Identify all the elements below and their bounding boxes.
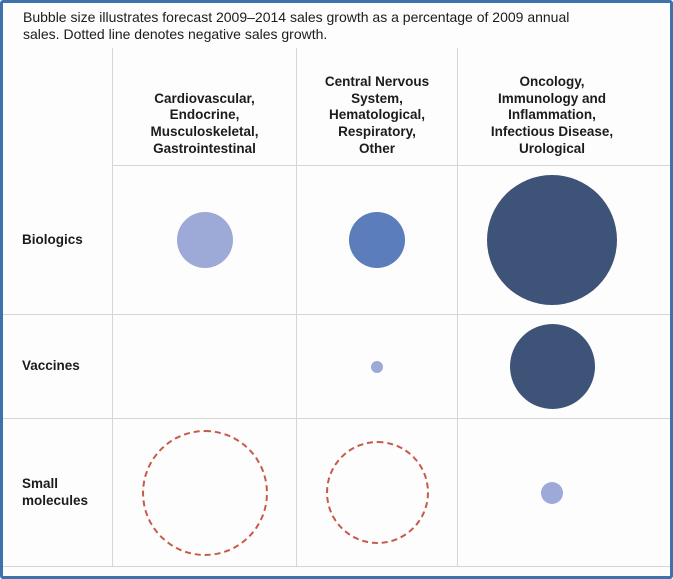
sales-growth-bubble: [349, 212, 405, 268]
column-header-oncology: Oncology, Immunology and Inflammation, I…: [457, 48, 670, 166]
row-label-biologics: Biologics: [3, 166, 112, 315]
column-header-cardiovascular: Cardiovascular, Endocrine, Musculoskelet…: [112, 48, 296, 166]
row-label-small-molecules: Small molecules: [3, 419, 112, 567]
sales-growth-bubble: [509, 324, 595, 409]
sales-growth-bubble: [487, 175, 617, 305]
cell-biologics-cardiovascular: [112, 166, 296, 315]
negative-growth-dotted-bubble: [141, 429, 268, 556]
bubble-matrix: Cardiovascular, Endocrine, Musculoskelet…: [3, 48, 670, 567]
cell-biologics-cns: [296, 166, 457, 315]
cell-vaccines-cardiovascular: [112, 315, 296, 419]
chart-caption: Bubble size illustrates forecast 2009–20…: [23, 9, 570, 43]
cell-vaccines-oncology: [457, 315, 670, 419]
sales-growth-bubble: [176, 212, 233, 268]
corner-cell: [3, 48, 112, 166]
sales-growth-bubble: [371, 360, 383, 373]
negative-growth-dotted-bubble: [325, 441, 429, 544]
cell-small-molecules-cns: [296, 419, 457, 567]
cell-biologics-oncology: [457, 166, 670, 315]
column-header-cns: Central Nervous System, Hematological, R…: [296, 48, 457, 166]
sales-growth-bubble: [541, 481, 563, 504]
cell-small-molecules-oncology: [457, 419, 670, 567]
cell-small-molecules-cardiovascular: [112, 419, 296, 567]
cell-vaccines-cns: [296, 315, 457, 419]
row-label-vaccines: Vaccines: [3, 315, 112, 419]
